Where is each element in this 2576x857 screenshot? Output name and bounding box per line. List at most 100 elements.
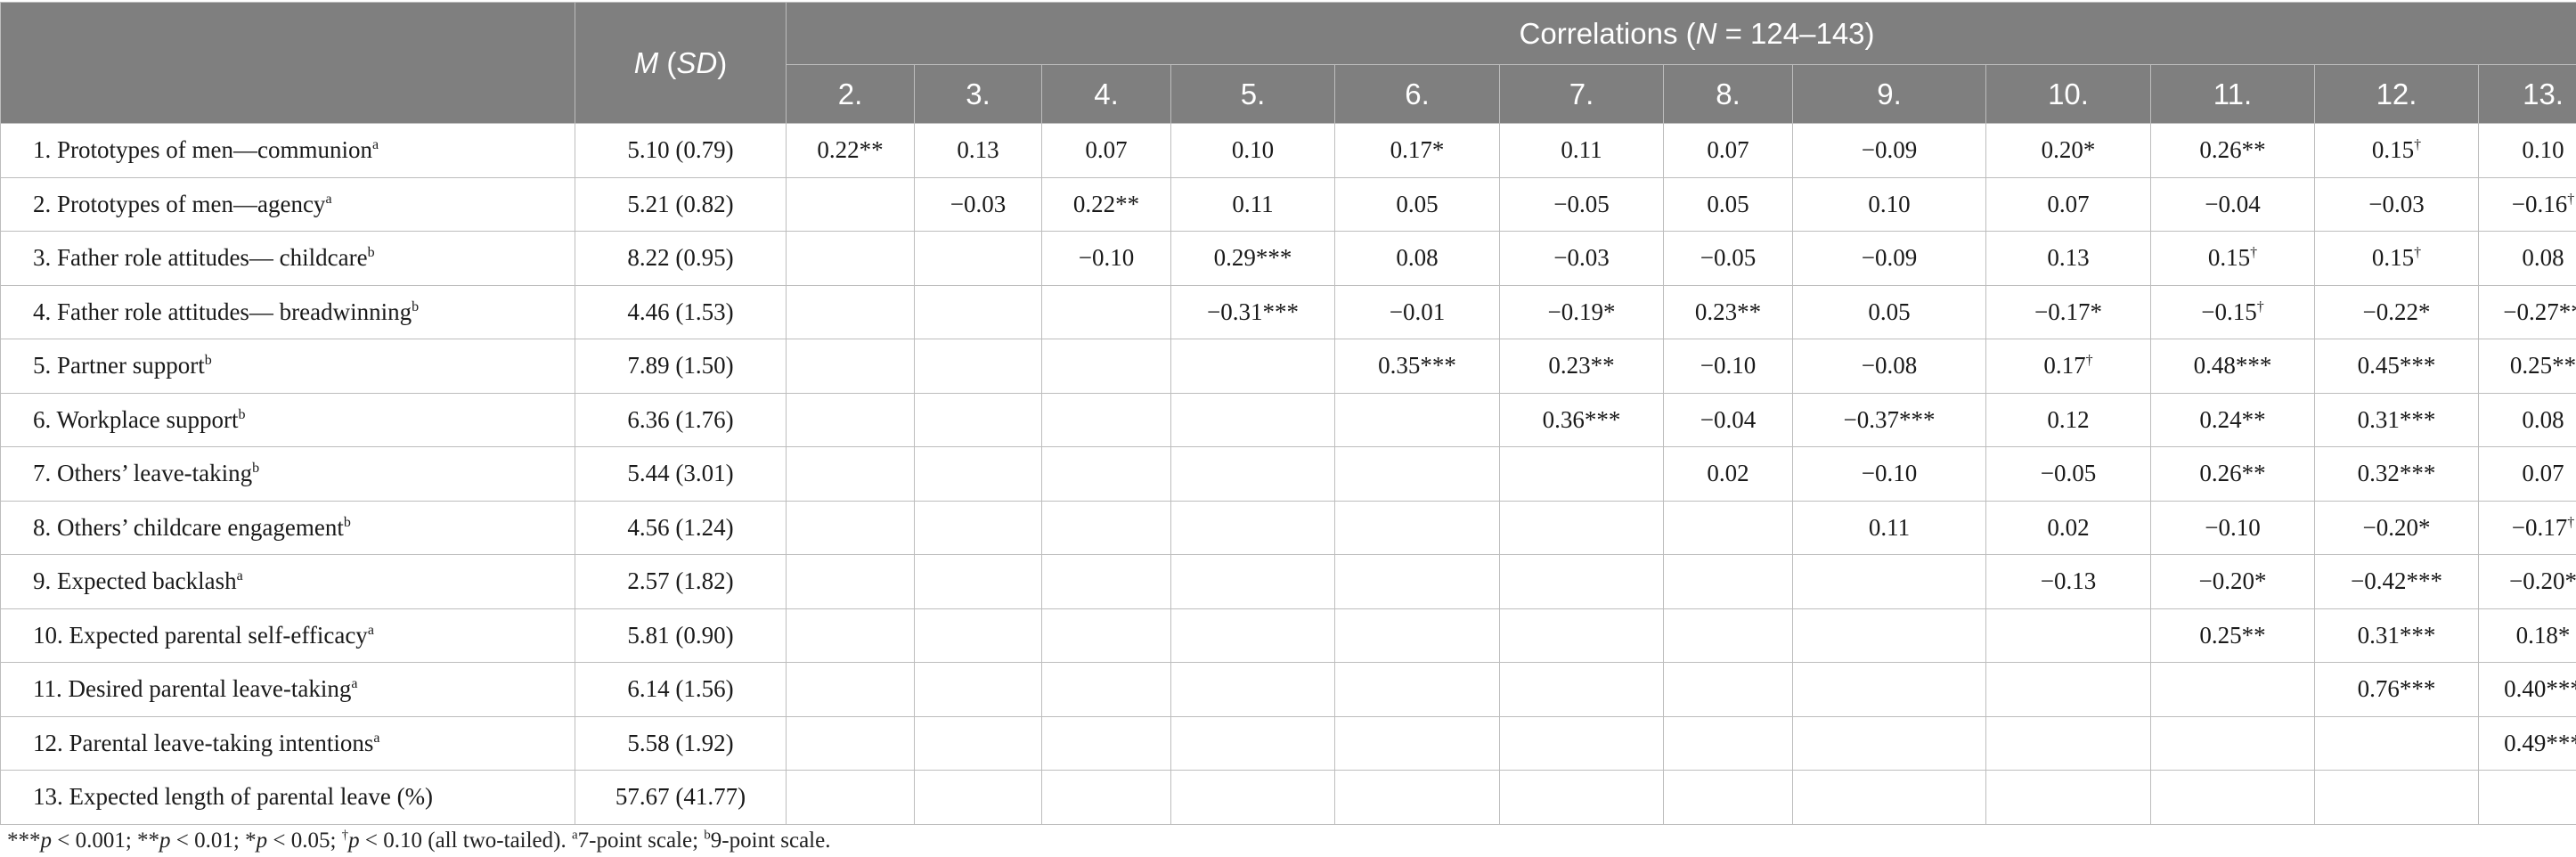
- correlation-cell: [1170, 500, 1335, 555]
- correlation-cell: 0.29***: [1170, 231, 1335, 286]
- correlation-cell: [1499, 554, 1664, 609]
- correlation-cell: −0.17*: [1985, 284, 2151, 339]
- variable-label: 6. Workplace supportb: [0, 392, 575, 447]
- variable-label: 2. Prototypes of men—agencya: [0, 176, 575, 232]
- correlation-cell: 0.22**: [786, 123, 915, 178]
- correlation-cell: [1170, 662, 1335, 717]
- variable-label: 11. Desired parental leave-takinga: [0, 662, 575, 717]
- table-row: 10. Expected parental self-efficacya 5.81…: [0, 608, 2576, 663]
- mean-sd-value: 4.46 (1.53): [575, 284, 787, 339]
- variable-label: 9. Expected backlasha: [0, 554, 575, 609]
- correlation-cell: 0.15†: [2314, 231, 2479, 286]
- correlation-cell: [914, 500, 1042, 555]
- correlation-cell: [1985, 662, 2151, 717]
- variable-label: 1. Prototypes of men—communiona: [0, 123, 575, 178]
- mean-sd-value: 57.67 (41.77): [575, 770, 787, 825]
- variable-label: 12. Parental leave-taking intentionsa: [0, 715, 575, 771]
- variable-label: 8. Others’ childcare engagementb: [0, 500, 575, 555]
- correlation-cell: [1170, 608, 1335, 663]
- correlation-cell: 0.13: [914, 123, 1042, 178]
- correlation-cell: 0.11: [1792, 500, 1986, 555]
- variable-label: 7. Others’ leave-takingb: [0, 446, 575, 502]
- correlation-cell: 0.36***: [1499, 392, 1664, 447]
- correlation-cell: [1499, 662, 1664, 717]
- correlation-cell: [1985, 770, 2151, 825]
- correlation-cell: [1663, 770, 1793, 825]
- correlation-cell: [1334, 715, 1500, 771]
- correlation-cell: [786, 176, 915, 232]
- variable-label: 5. Partner supportb: [0, 339, 575, 394]
- correlation-cell: 0.08: [2477, 392, 2576, 447]
- correlation-cell: 0.17*: [1334, 123, 1500, 178]
- mean-sd-value: 4.56 (1.24): [575, 500, 787, 555]
- table-row: 1. Prototypes of men—communiona 5.10 (0.7…: [0, 123, 2576, 178]
- correlation-cell: 0.32***: [2314, 446, 2479, 502]
- variable-label: 13. Expected length of parental leave (%…: [0, 770, 575, 825]
- column-header: 2.: [786, 64, 915, 124]
- correlation-cell: 0.11: [1170, 176, 1335, 232]
- column-header: 11.: [2150, 64, 2315, 124]
- table-row: 11. Desired parental leave-takinga 6.14 (…: [0, 662, 2576, 717]
- correlation-cell: [2150, 662, 2315, 717]
- correlation-cell: [786, 608, 915, 663]
- mean-sd-value: 5.58 (1.92): [575, 715, 787, 771]
- correlation-cell: [1663, 662, 1793, 717]
- correlation-cell: 0.02: [1663, 446, 1793, 502]
- correlation-cell: [1792, 608, 1986, 663]
- correlation-cell: [786, 392, 915, 447]
- correlation-cell: 0.31***: [2314, 392, 2479, 447]
- correlation-cell: −0.03: [914, 176, 1042, 232]
- correlation-cell: 0.35***: [1334, 339, 1500, 394]
- column-header: 6.: [1334, 64, 1500, 124]
- correlation-cell: −0.04: [2150, 176, 2315, 232]
- correlation-cell: 0.76***: [2314, 662, 2479, 717]
- correlation-cell: [1041, 392, 1171, 447]
- correlation-cell: 0.31***: [2314, 608, 2479, 663]
- correlation-cell: [2314, 715, 2479, 771]
- column-header: 5.: [1170, 64, 1335, 124]
- correlation-cell: [786, 500, 915, 555]
- correlation-cell: 0.12: [1985, 392, 2151, 447]
- correlation-cell: 0.07: [2477, 446, 2576, 502]
- mean-sd-value: 5.44 (3.01): [575, 446, 787, 502]
- correlation-cell: −0.19*: [1499, 284, 1664, 339]
- correlation-cell: [1499, 608, 1664, 663]
- mean-sd-value: 8.22 (0.95): [575, 231, 787, 286]
- correlation-cell: 0.40***: [2477, 662, 2576, 717]
- table-row: 13. Expected length of parental leave (%…: [0, 770, 2576, 825]
- correlation-cell: 0.23**: [1499, 339, 1664, 394]
- correlation-cell: [1334, 392, 1500, 447]
- correlation-cell: [1334, 608, 1500, 663]
- correlation-cell: [786, 554, 915, 609]
- correlation-cell: [1170, 554, 1335, 609]
- correlation-cell: −0.42***: [2314, 554, 2479, 609]
- table-row: 7. Others’ leave-takingb 5.44 (3.01) 0.02−…: [0, 446, 2576, 502]
- variable-label: 10. Expected parental self-efficacya: [0, 608, 575, 663]
- correlation-cell: 0.05: [1334, 176, 1500, 232]
- correlation-cell: [1041, 446, 1171, 502]
- mean-sd-value: 2.57 (1.82): [575, 554, 787, 609]
- correlation-cell: 0.15†: [2150, 231, 2315, 286]
- correlation-cell: −0.10: [2150, 500, 2315, 555]
- table-row: 9. Expected backlasha 2.57 (1.82) −0.13 −0.…: [0, 554, 2576, 609]
- variable-label: 3. Father role attitudes— childcareb: [0, 231, 575, 286]
- variable-column-header: [0, 2, 575, 124]
- correlation-cell: [1170, 715, 1335, 771]
- correlation-cell: [1499, 715, 1664, 771]
- correlation-cell: 0.20*: [1985, 123, 2151, 178]
- correlation-cell: −0.13: [1985, 554, 2151, 609]
- correlation-cell: −0.05: [1663, 231, 1793, 286]
- correlation-cell: [914, 392, 1042, 447]
- correlation-cell: [1663, 554, 1793, 609]
- correlation-cell: 0.05: [1792, 284, 1986, 339]
- correlation-cell: −0.20*: [2150, 554, 2315, 609]
- column-header: 7.: [1499, 64, 1664, 124]
- correlation-cell: [1985, 608, 2151, 663]
- correlation-cell: [786, 231, 915, 286]
- correlation-cell: [786, 770, 915, 825]
- correlation-cell: [1499, 770, 1664, 825]
- correlation-cell: −0.09: [1792, 231, 1986, 286]
- correlation-cell: 0.25**: [2477, 339, 2576, 394]
- mean-sd-header: M (SD): [575, 2, 787, 124]
- correlation-cell: [786, 446, 915, 502]
